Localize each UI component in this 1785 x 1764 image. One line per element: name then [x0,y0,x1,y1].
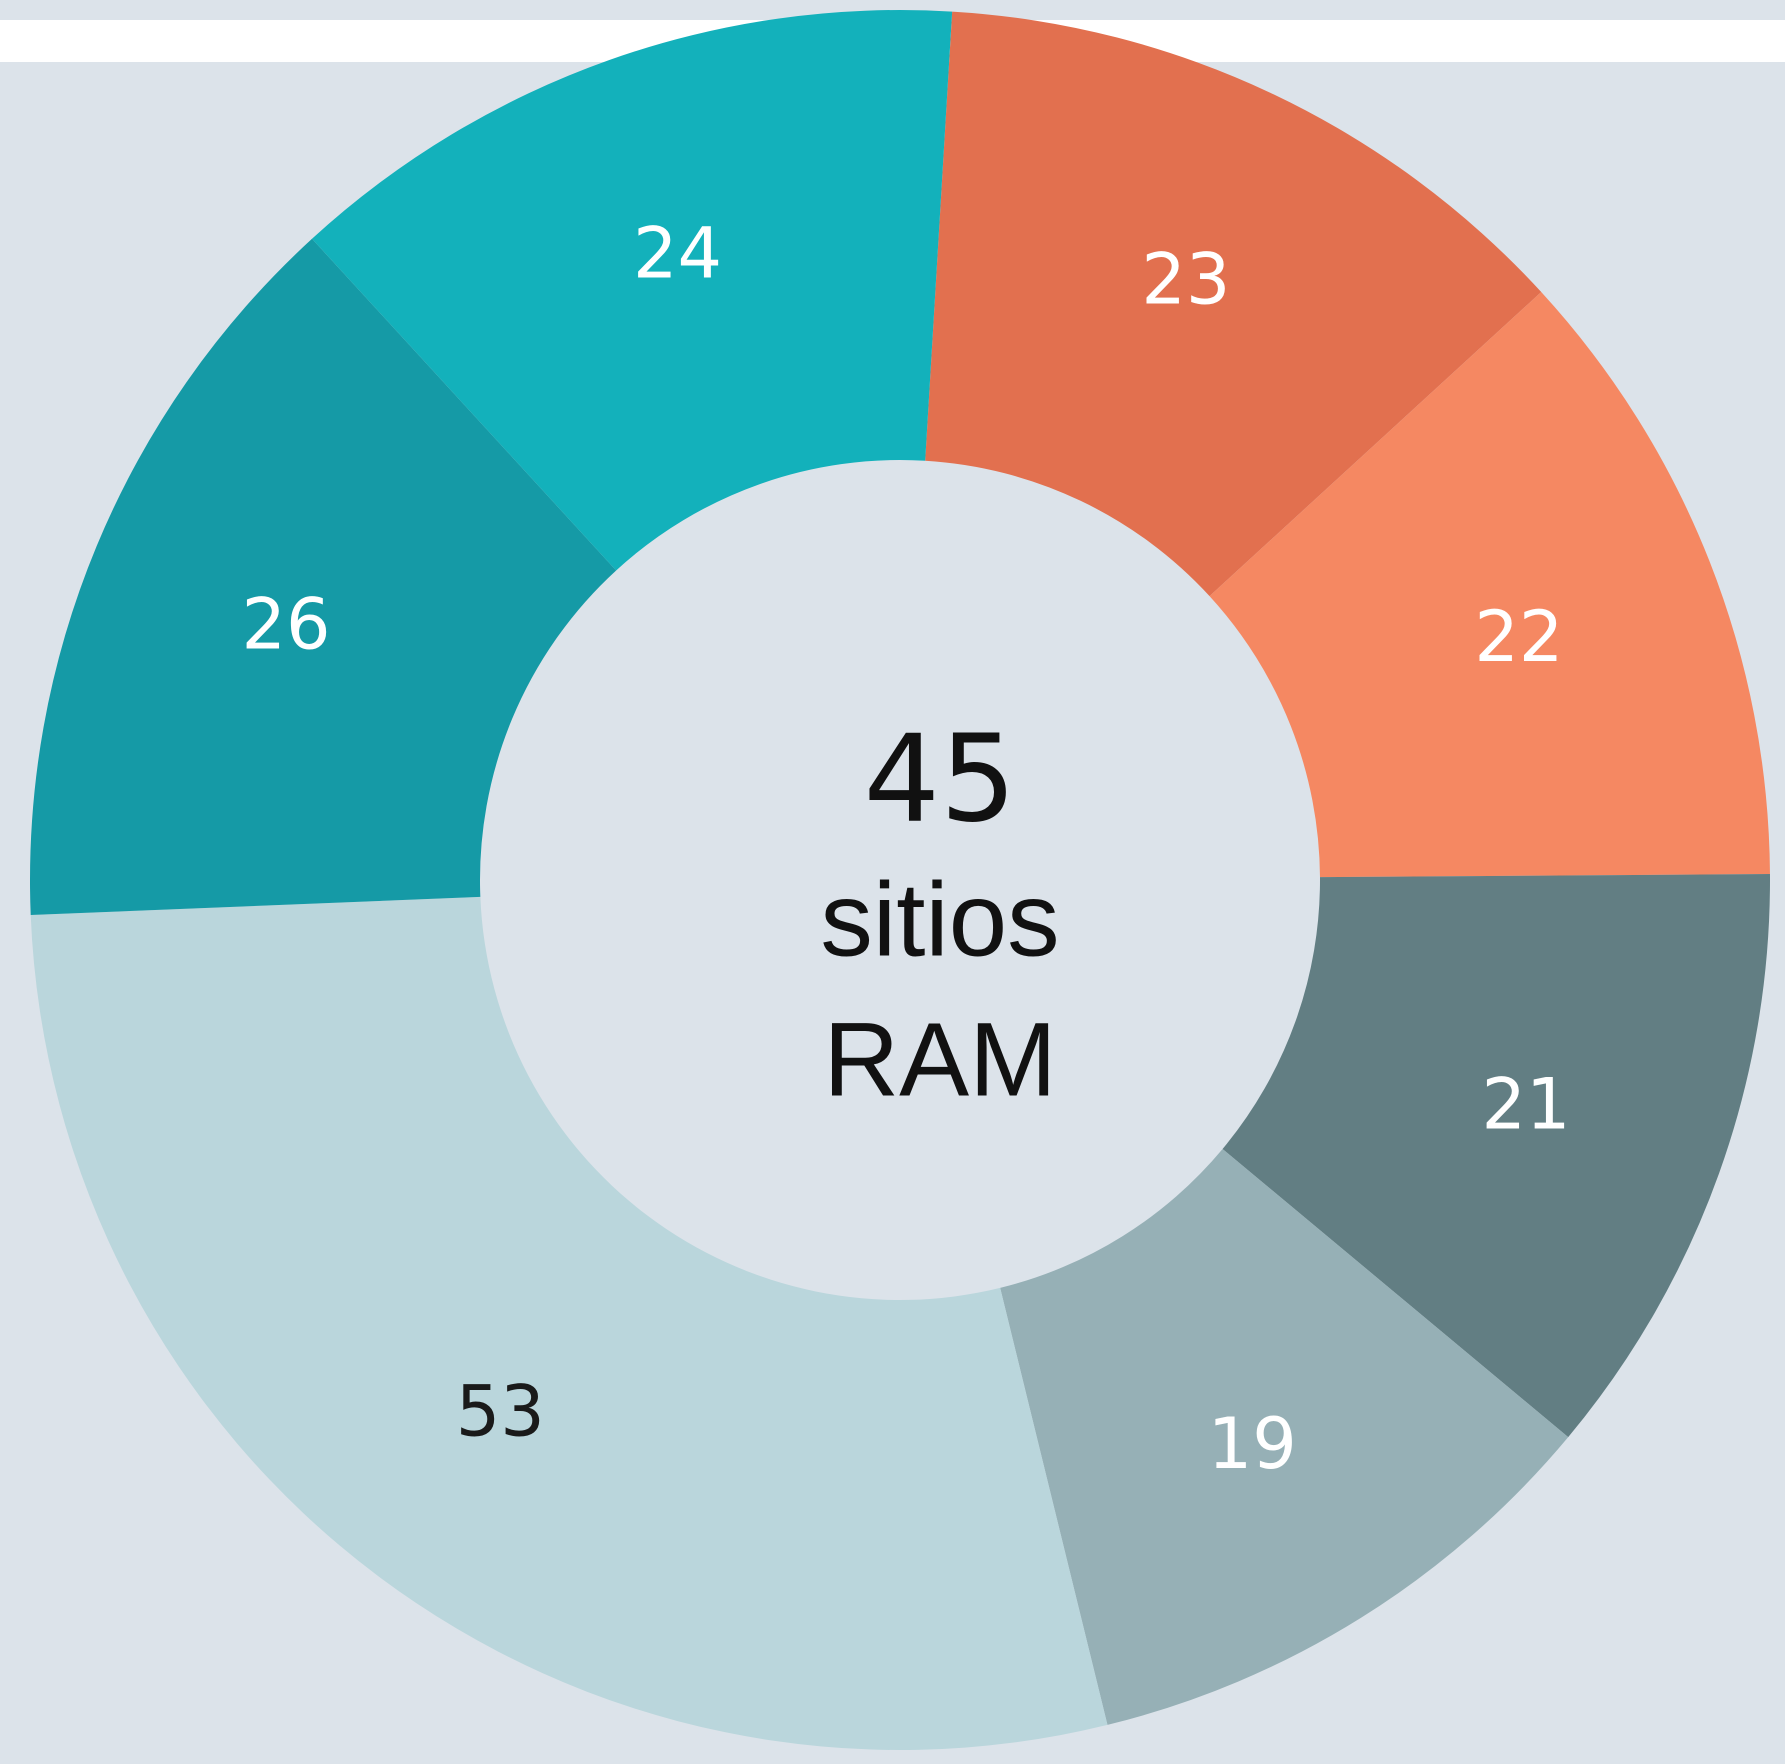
donut-slice-24 [312,10,953,571]
donut-slice-21 [1222,874,1770,1438]
donut-slice-26 [29,238,617,916]
center-label-line1: sitios [820,862,1059,979]
slice-label-22: 22 [1474,596,1563,678]
slice-label-21: 21 [1481,1063,1570,1145]
center-text-group: 45 sitios RAM [820,711,1059,1119]
center-number: 45 [864,711,1017,850]
slice-label-24: 24 [633,212,722,294]
slice-label-23: 23 [1141,239,1230,321]
slice-labels-group: 23 22 21 19 53 26 24 [241,212,1570,1485]
donut-slice-19 [1000,1148,1569,1725]
slices-group [29,10,1770,1750]
donut-slice-53 [30,896,1108,1750]
slice-label-19: 19 [1208,1403,1297,1485]
center-label-line2: RAM [823,1002,1056,1119]
donut-slice-23 [925,11,1542,597]
slice-label-26: 26 [241,584,330,666]
donut-slice-22 [1209,292,1770,878]
slice-label-53: 53 [456,1370,545,1452]
